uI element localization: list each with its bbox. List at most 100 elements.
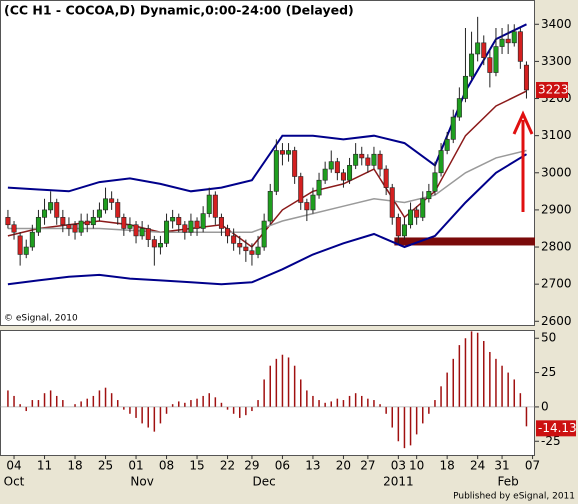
candle-body — [255, 246, 261, 255]
candle-body — [133, 224, 139, 237]
y-tick-label: 0 — [541, 399, 549, 413]
histogram-bar — [177, 401, 180, 407]
histogram-bar — [470, 331, 473, 407]
candle-body — [109, 198, 115, 203]
histogram-bar — [202, 395, 204, 407]
candle-body — [164, 220, 170, 244]
candle-body — [212, 194, 218, 218]
x-tick-label: 03 — [391, 459, 406, 473]
histogram-bar — [299, 379, 302, 407]
histogram-bar — [483, 340, 485, 407]
month-label: Dec — [253, 475, 276, 489]
histogram-bar — [385, 406, 387, 414]
histogram-bar — [86, 398, 88, 407]
histogram-bar — [507, 372, 509, 407]
candle-body — [328, 161, 334, 170]
x-tick-label: 31 — [494, 459, 509, 473]
candle-body — [261, 220, 267, 248]
candle-body — [273, 150, 279, 192]
y-tick-label: 3000 — [541, 165, 572, 179]
candle-body — [493, 46, 499, 73]
x-tick-label: 13 — [305, 459, 320, 473]
histogram-bar — [489, 351, 491, 407]
candle-body — [499, 38, 505, 47]
candle-body — [103, 198, 109, 211]
histogram-bar — [495, 358, 497, 407]
x-tick-label: 07 — [525, 459, 540, 473]
candle-body — [139, 228, 145, 237]
candle-body — [408, 209, 414, 226]
histogram-bar — [251, 406, 253, 412]
histogram-bar — [367, 398, 369, 407]
candle-body — [231, 235, 237, 244]
candle-body — [298, 176, 304, 203]
histogram-bar — [232, 406, 235, 414]
candle-body — [475, 42, 481, 55]
candle-body — [17, 235, 23, 255]
histogram-bar — [55, 395, 58, 407]
histogram-bar — [226, 406, 229, 410]
x-tick-label: 27 — [360, 459, 375, 473]
candle-body — [444, 139, 450, 151]
histogram-bar — [153, 406, 156, 432]
x-tick-label: 29 — [244, 459, 259, 473]
histogram-bar — [373, 400, 375, 407]
candle-body — [176, 217, 182, 226]
candle-body — [23, 246, 29, 255]
histogram-bar — [348, 395, 351, 407]
histogram-bar — [415, 406, 418, 435]
candle-body — [267, 191, 273, 222]
histogram-bar — [525, 406, 528, 427]
histogram-bar — [220, 402, 223, 407]
histogram-bar — [49, 390, 52, 407]
y-tick-label: 3300 — [541, 54, 572, 68]
candle-body — [157, 243, 163, 248]
y-tick-label: 3100 — [541, 128, 572, 142]
histogram-bar — [330, 401, 332, 407]
y-tick-label: 2900 — [541, 202, 572, 216]
histogram-bar — [379, 404, 381, 407]
last-price-box — [536, 81, 568, 98]
histogram-bar — [391, 406, 394, 428]
y-tick-label: 50 — [541, 331, 556, 345]
support-bar — [394, 237, 535, 246]
candle-body — [523, 64, 529, 91]
candle-body — [292, 150, 298, 177]
candle-body — [310, 194, 316, 211]
histogram-bar — [184, 402, 186, 407]
histogram-bar — [190, 400, 192, 407]
histogram-bar — [397, 406, 400, 442]
histogram-bar — [336, 398, 339, 407]
candle-body — [78, 220, 84, 233]
candle-body — [353, 153, 359, 166]
candle-body — [5, 217, 11, 226]
candle-body — [505, 38, 511, 44]
candle-body — [389, 187, 395, 218]
histogram-bar — [318, 400, 320, 407]
candle-body — [54, 202, 60, 218]
histogram-bar — [92, 395, 95, 407]
candle-body — [438, 150, 444, 174]
month-label: Nov — [130, 475, 153, 489]
last-value: -14.13 — [538, 421, 577, 435]
candle-body — [35, 217, 41, 233]
histogram-bar — [165, 406, 168, 414]
histogram-bar — [324, 402, 326, 407]
histogram-bar — [74, 404, 76, 407]
candle-body — [249, 250, 255, 255]
x-tick-label: 25 — [98, 459, 113, 473]
histogram-bar — [171, 404, 174, 407]
last-price: 3223 — [538, 82, 569, 96]
histogram-bar — [263, 379, 265, 407]
candle-body — [279, 150, 285, 155]
histogram-bar — [13, 395, 15, 407]
candle-body — [340, 172, 346, 181]
x-tick-label: 01 — [128, 459, 143, 473]
candle-body — [170, 217, 176, 222]
candle-body — [182, 224, 188, 233]
candle-body — [347, 165, 353, 181]
month-label: 2011 — [383, 475, 414, 489]
histogram-bar — [275, 358, 278, 407]
histogram-bar — [98, 390, 101, 407]
y-tick-label: 2800 — [541, 240, 572, 254]
